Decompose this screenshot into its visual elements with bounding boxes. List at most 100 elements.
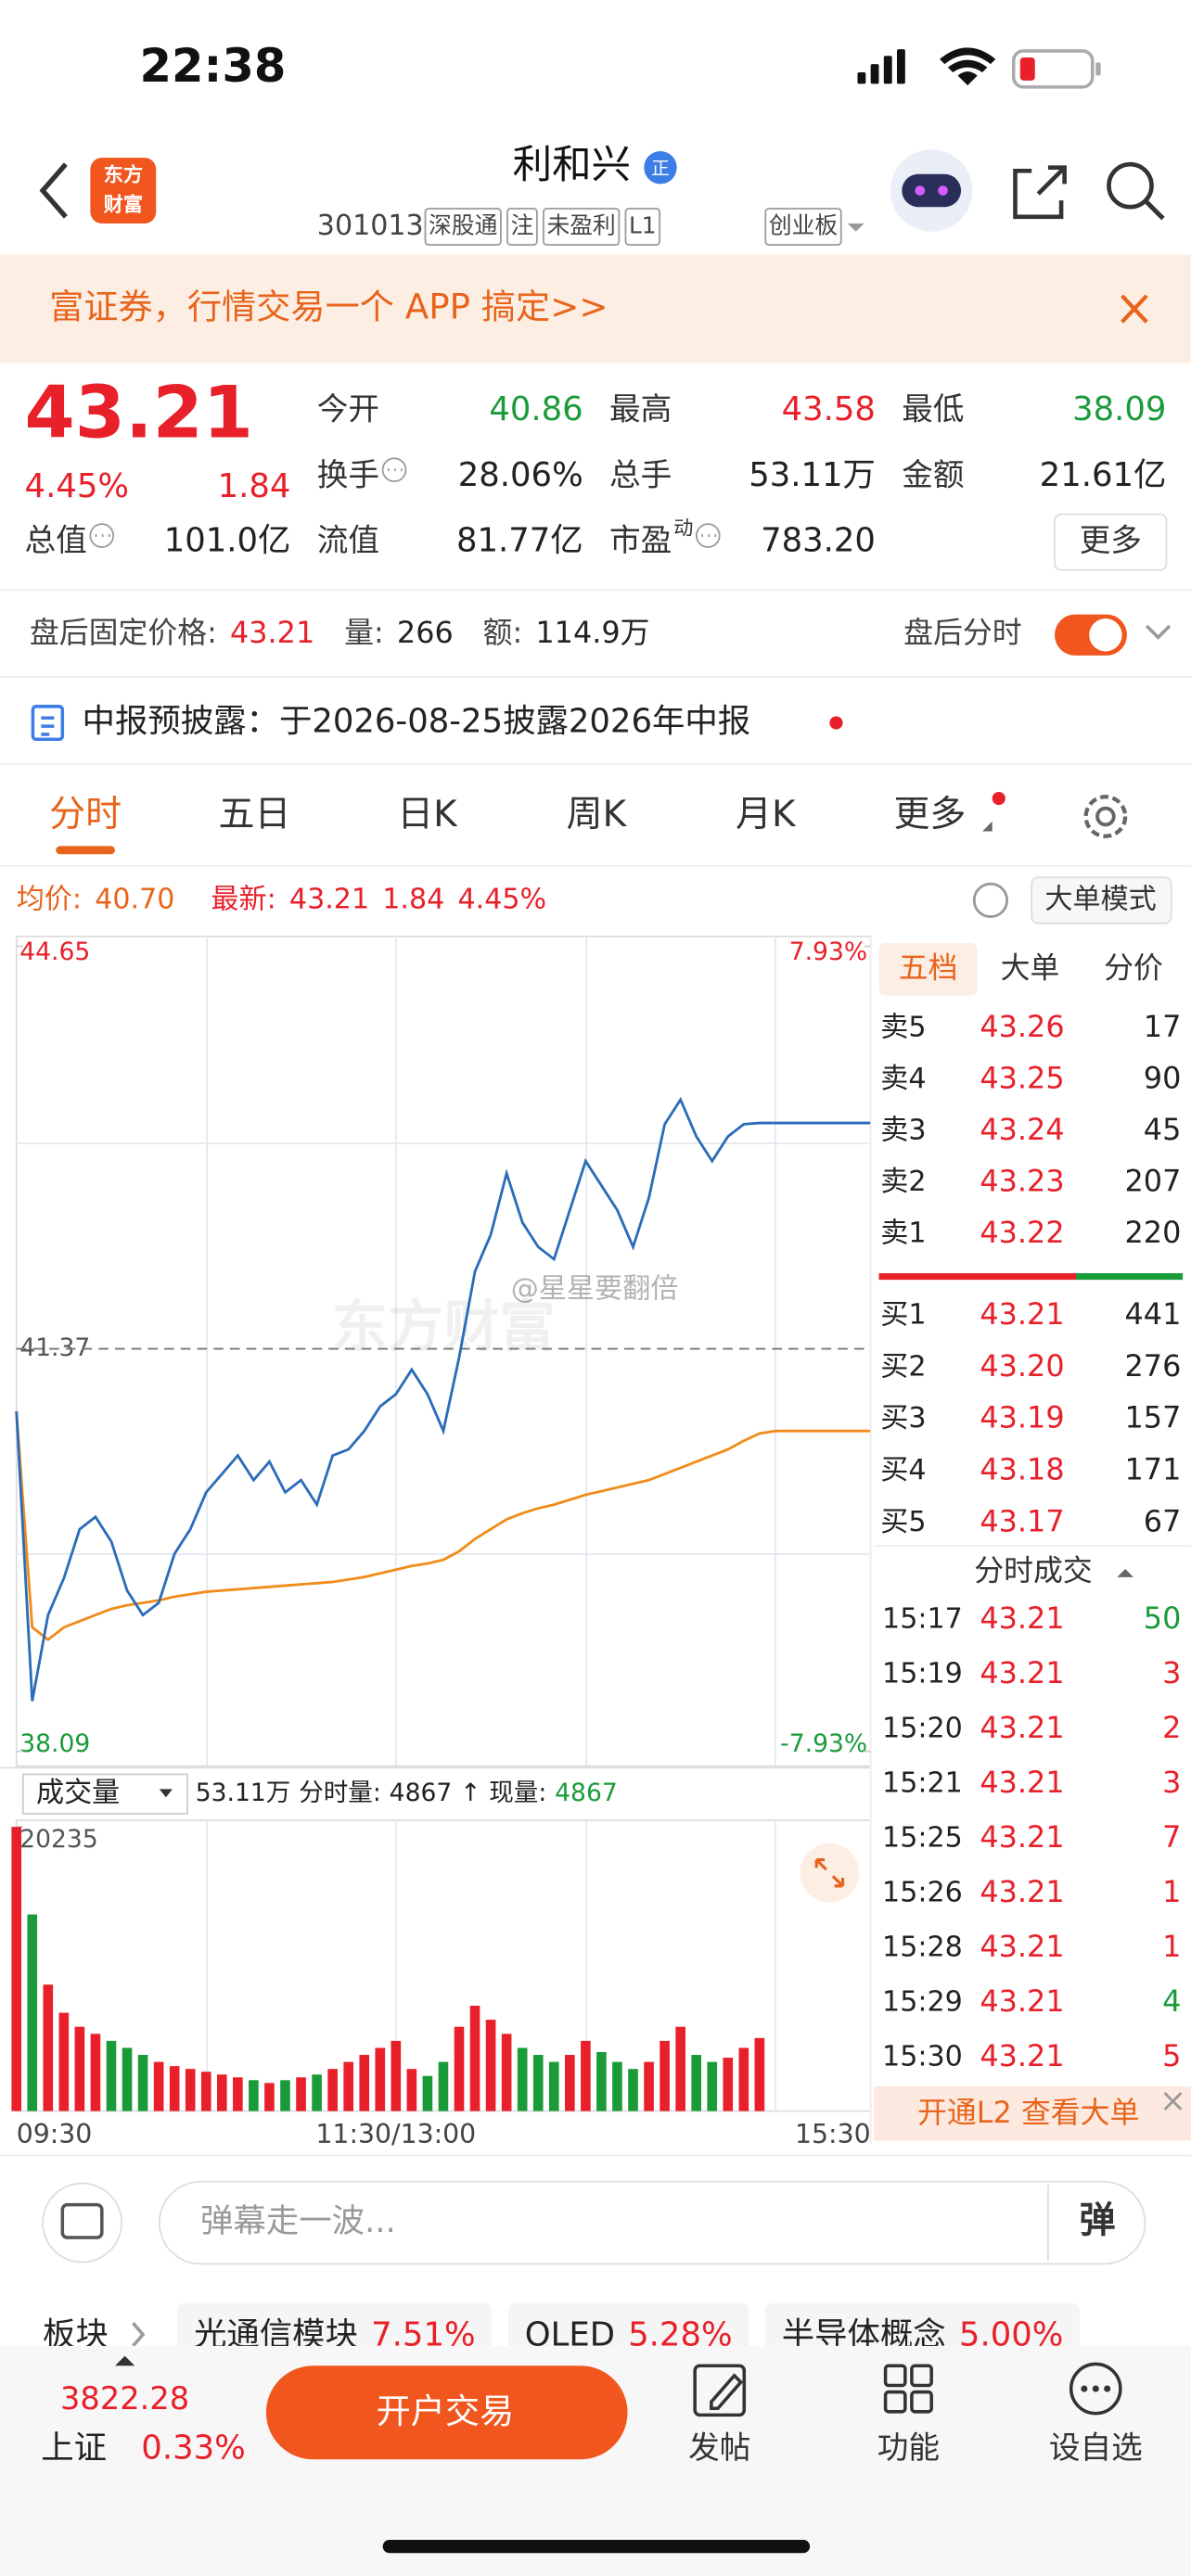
nav-label[interactable]: 发帖 [688,2429,750,2466]
book-label: 卖2 [880,1166,926,1198]
trade-qty: 1 [1162,1929,1181,1964]
chart-tab[interactable]: 月K [736,794,797,835]
volume-bar [327,2069,338,2111]
trade-time: 15:20 [882,1712,963,1744]
back-button[interactable] [39,162,68,219]
mode-button-bg[interactable] [1031,876,1172,925]
info-latest: 43.21 [289,883,369,915]
chart-tab[interactable]: 更多 [893,794,966,835]
book-tab[interactable]: 大单 [1001,950,1060,985]
post-icon[interactable] [693,2364,747,2417]
volume-bar-value: 4867 [390,1779,453,1807]
info-icon[interactable] [381,457,407,482]
mode-button[interactable]: 大单模式 [1044,883,1156,915]
more-button[interactable]: 更多 [1080,522,1142,558]
ratio-bar-red [878,1273,1077,1281]
volume-bar [249,2080,259,2111]
last-price: 43.21 [25,371,253,454]
search-button[interactable] [1107,161,1165,221]
logo [90,158,157,223]
function-icon[interactable] [883,2364,933,2414]
book-label: 卖1 [880,1217,926,1249]
field-label: 总手 [609,456,672,492]
volume-bar-label: 分时量: [299,1779,381,1807]
book-label: 卖4 [880,1063,926,1095]
l2-text[interactable]: 开通L2 查看大单 [917,2095,1139,2130]
banner-close[interactable] [1121,294,1148,324]
chart-tab[interactable]: 日K [397,794,458,835]
badge-bg [644,150,677,185]
trade-price: 43.21 [980,1983,1064,2019]
volume-bar [296,2077,306,2111]
toggle-label: 盘后分时 [903,615,1021,650]
settings-button[interactable] [1083,795,1128,838]
info-icon[interactable] [89,523,115,548]
chart-tab[interactable]: 分时 [49,794,122,835]
info-avg: 40.70 [95,883,174,915]
book-label: 买2 [880,1350,926,1383]
index-arrow [114,2355,135,2366]
volume-total: 53.11万 [196,1779,291,1807]
trade-button-label[interactable]: 开户交易 [377,2391,515,2431]
book-price: 43.20 [980,1348,1064,1384]
field-sup: 动 [673,516,693,540]
y2-tick-label: -7.93% [780,1729,867,1758]
volume-bar [90,2034,101,2111]
volume-bar [454,2026,465,2111]
l2-close[interactable] [1163,2092,1183,2111]
y2-tick-label: 7.93% [789,937,867,966]
tab-underline [56,846,115,855]
x-tick-label: 11:30/13:00 [315,2119,476,2149]
volume-bar [438,2061,449,2111]
comment-input[interactable] [158,2180,1146,2265]
comment-placeholder: 弹幕走一波... [200,2202,396,2240]
nav-label[interactable]: 功能 [877,2429,940,2466]
trade-button[interactable] [265,2366,628,2460]
book-price: 43.24 [980,1112,1064,1147]
avatar-eye [915,185,926,196]
trade-price: 43.21 [980,1710,1064,1745]
help-icon[interactable] [972,882,1009,919]
book-tab[interactable]: 五档 [899,950,958,985]
trades-title: 分时成交 [974,1552,1092,1588]
book-qty: 171 [1125,1452,1182,1487]
volume-bar [754,2037,765,2111]
book-qty: 90 [1144,1061,1182,1096]
info-change: 1.84 [382,883,444,915]
tag-border [506,208,538,246]
info-icon[interactable] [696,523,721,548]
trade-qty: 3 [1162,1765,1181,1800]
book-tab[interactable]: 分价 [1104,950,1163,985]
share-button[interactable] [1013,165,1067,220]
banner-text: 富证券，行情交易一个 APP 搞定>> [49,287,608,327]
logo-text: 东方 [104,163,144,187]
board-dropdown [847,223,864,232]
book-label: 买4 [880,1454,926,1486]
watchlist-icon[interactable] [1069,2362,1122,2416]
toggle-knob [1089,618,1122,652]
l2-bg[interactable] [874,2086,1191,2141]
book-qty: 220 [1125,1215,1182,1250]
ratio-bar-green [1076,1273,1184,1281]
tag-border [424,208,502,246]
y-tick-label: 41.37 [19,1333,90,1362]
danmaku-icon-bg[interactable] [42,2182,122,2264]
more-button-bg[interactable] [1054,513,1168,571]
info-pct: 4.45% [457,883,546,915]
trade-qty: 7 [1162,1819,1181,1855]
expand-icon [814,1857,845,1888]
volume-bar [343,2061,353,2111]
change-pct: 4.45% [25,467,129,505]
chart-tab[interactable]: 周K [567,794,628,835]
notice-dot [829,716,843,730]
chart-tab[interactable]: 五日 [219,794,291,835]
volume-select-bg[interactable] [21,1773,188,1815]
nav-label[interactable]: 设自选 [1049,2429,1143,2466]
danmaku-button[interactable]: 弹 [1080,2200,1116,2242]
y-tick-label: 38.09 [19,1729,90,1758]
field-label: 市盈 [609,522,672,558]
info-avg-label: 均价: [17,883,82,915]
expand-button[interactable] [800,1843,860,1903]
